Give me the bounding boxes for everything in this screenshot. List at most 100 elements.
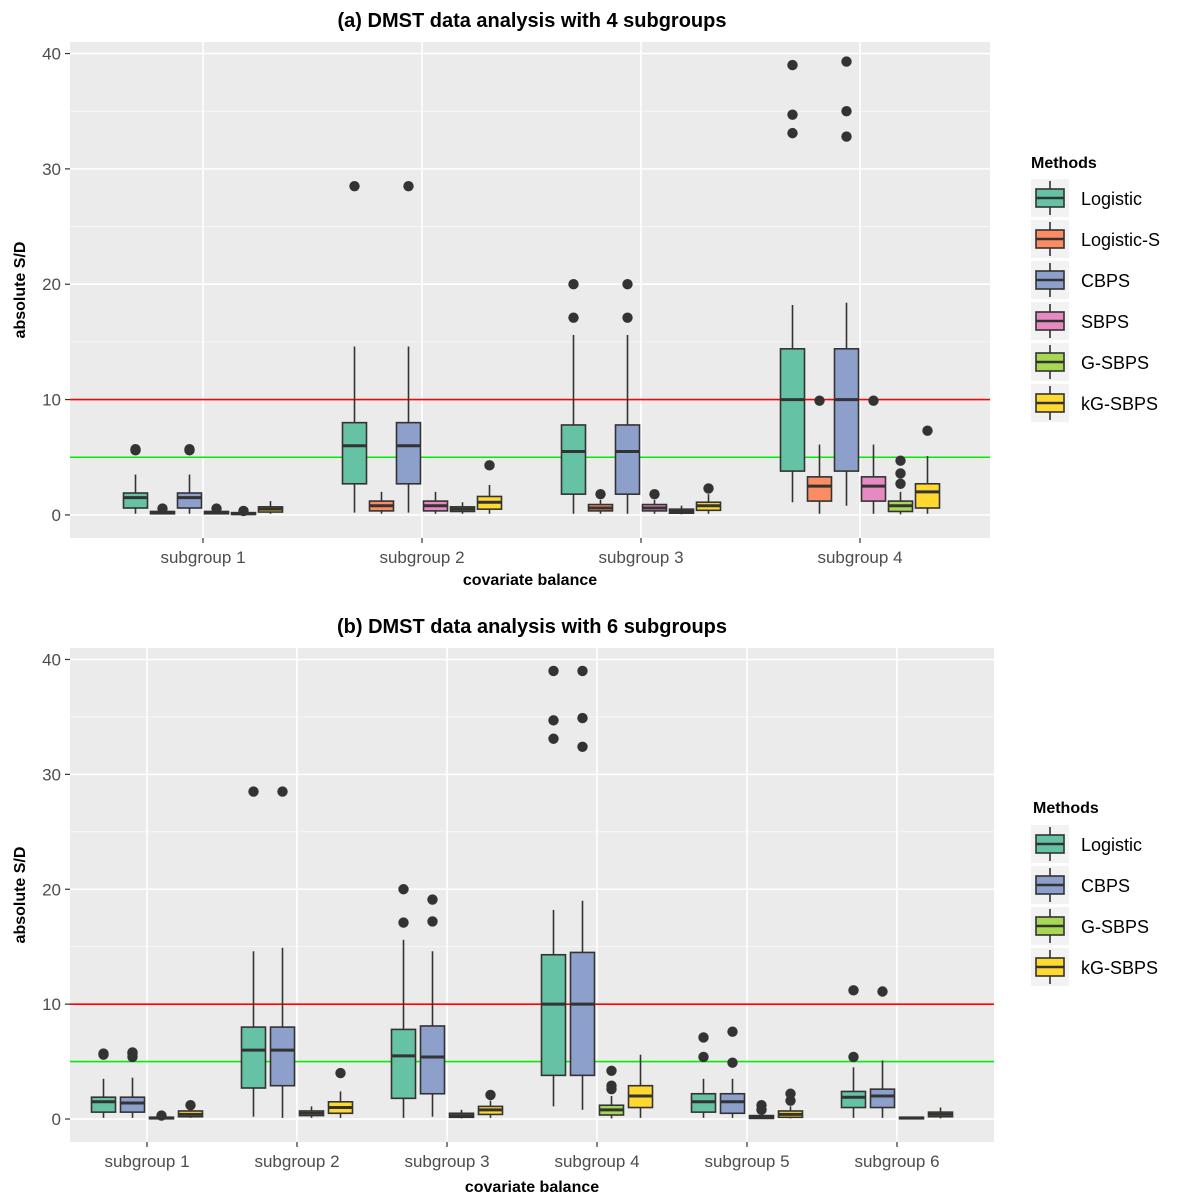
chart-b-ytick-label-40: 40 [42, 650, 61, 669]
chart-a-plot: 0 10 20 30 40 subgroup 1 subgroup 2 subgroup 3 s… [42, 42, 990, 567]
chart-a-logistic-subgroup-4-box [779, 348, 806, 472]
chart-b-cbps-subgroup-5-outlier-1 [727, 1026, 738, 1037]
chart-a-legend-logistic-label: Logistic [1081, 189, 1142, 209]
chart-b-cbps-subgroup-1-outlier-2 [127, 1047, 138, 1058]
chart-b-logistic-subgroup-2-outlier-0 [248, 786, 259, 797]
chart-b-cbps-subgroup-1-box [119, 1096, 146, 1113]
chart-b-legend-title: Methods [1033, 800, 1099, 817]
chart-b-cbps-subgroup-3-outlier-1 [427, 894, 438, 905]
chart-a-g-sbps-subgroup-4-outlier-0 [895, 478, 906, 489]
chart-a-logistic-subgroup-3-outlier-1 [568, 279, 579, 290]
chart-a-logistic-s-subgroup-4-box [806, 476, 833, 502]
chart-a: (a) DMST data analysis with 4 subgroups … [12, 10, 1160, 589]
chart-b-logistic-subgroup-4-outlier-2 [548, 665, 559, 677]
chart-a-ytick-label-20: 20 [42, 275, 61, 294]
chart-a-legend: Logistic Logistic-S CBPS SBPS G-SBPS kG-SBPS [1031, 179, 1160, 422]
chart-b-cbps-subgroup-6-box [869, 1088, 896, 1109]
chart-a-sbps-subgroup-4-outlier-0 [868, 395, 879, 406]
chart-b-cbps-subgroup-5-outlier-0 [727, 1057, 738, 1068]
chart-b-legend-logistic-label: Logistic [1081, 835, 1142, 855]
chart-b: (b) DMST data analysis with 6 subgroups … [12, 616, 1158, 1196]
chart-b-xtick-label-subgroup-1: subgroup 1 [104, 1152, 189, 1171]
chart-b-xlabel: covariate balance [465, 1179, 599, 1196]
chart-a-legend-g-sbps-label: G-SBPS [1081, 353, 1149, 373]
chart-b-xtick-label-subgroup-4: subgroup 4 [554, 1152, 639, 1171]
chart-a-g-sbps-subgroup-4-outlier-1 [895, 468, 906, 479]
chart-a-sbps-subgroup-4-box [860, 476, 887, 502]
chart-b-cbps-subgroup-4-outlier-1 [577, 712, 588, 724]
chart-b-logistic-subgroup-5-outlier-1 [698, 1032, 709, 1043]
chart-a-logistic-subgroup-3-box [560, 424, 587, 495]
chart-b-xtick-label-subgroup-6: subgroup 6 [854, 1152, 939, 1171]
chart-a-logistic-s-subgroup-4-outlier-0 [814, 395, 825, 406]
chart-a-cbps-subgroup-4-box [833, 348, 860, 472]
chart-a-ytick-label-10: 10 [42, 391, 61, 410]
chart-b-xtick-label-subgroup-2: subgroup 2 [254, 1152, 339, 1171]
chart-b-cbps-subgroup-3-outlier-0 [427, 916, 438, 927]
chart-a-kg-sbps-subgroup-3-outlier-0 [703, 483, 714, 494]
chart-a-cbps-subgroup-3-outlier-0 [622, 312, 633, 323]
chart-a-xtick-label-subgroup-2: subgroup 2 [379, 548, 464, 567]
chart-a-cbps-subgroup-4-outlier-0 [841, 131, 852, 142]
chart-b-logistic-subgroup-4-box [540, 953, 567, 1077]
chart-a-legend-logistic-s-label: Logistic-S [1081, 230, 1160, 250]
chart-b-ytick-label-20: 20 [42, 880, 61, 899]
chart-b-kg-sbps-subgroup-5-outlier-1 [785, 1088, 796, 1099]
chart-b-logistic-subgroup-4-outlier-1 [548, 715, 559, 726]
chart-a-ytick-label-0: 0 [52, 506, 61, 525]
chart-b-logistic-subgroup-1-box [90, 1096, 117, 1113]
chart-b-xtick-label-subgroup-5: subgroup 5 [704, 1152, 789, 1171]
chart-b-logistic-subgroup-3-box [390, 1028, 417, 1100]
chart-a-logistic-s-subgroup-1-outlier-0 [157, 503, 168, 514]
chart-b-g-sbps-subgroup-4-outlier-1 [606, 1080, 617, 1091]
chart-a-logistic-subgroup-4-outlier-2 [787, 59, 798, 71]
chart-a-cbps-subgroup-3-box [614, 424, 641, 495]
chart-b-legend: Logistic CBPS G-SBPS kG-SBPS [1031, 825, 1158, 986]
chart-b-legend-kg-sbps-label: kG-SBPS [1081, 958, 1158, 978]
chart-a-kg-sbps-subgroup-4-outlier-0 [922, 425, 933, 436]
chart-b-xtick-label-subgroup-3: subgroup 3 [404, 1152, 489, 1171]
chart-b-kg-sbps-subgroup-2-outlier-0 [335, 1067, 346, 1079]
chart-a-legend-cbps-label: CBPS [1081, 271, 1130, 291]
chart-b-logistic-subgroup-1-outlier-1 [98, 1048, 109, 1059]
chart-a-cbps-subgroup-2-outlier-0 [403, 180, 414, 192]
chart-a-logistic-subgroup-4-outlier-0 [787, 127, 798, 139]
chart-b-cbps-subgroup-3-box [419, 1025, 446, 1095]
chart-a-title: (a) DMST data analysis with 4 subgroups [338, 10, 727, 32]
chart-a-logistic-subgroup-2-box [341, 421, 368, 485]
chart-b-title: (b) DMST data analysis with 6 subgroups [337, 616, 727, 638]
chart-a-kg-sbps-subgroup-4-box [914, 482, 941, 509]
chart-a-ytick-label-30: 30 [42, 160, 61, 179]
chart-b-cbps-subgroup-4-outlier-2 [577, 665, 588, 677]
chart-b-logistic-subgroup-5-outlier-0 [698, 1051, 709, 1063]
chart-b-cbps-subgroup-6-outlier-0 [877, 986, 888, 997]
chart-b-logistic-subgroup-3-outlier-1 [398, 884, 409, 895]
chart-a-cbps-subgroup-4-outlier-1 [841, 106, 852, 117]
chart-b-logistic-subgroup-6-box [840, 1090, 867, 1109]
chart-b-ylabel: absolute S/D [12, 847, 29, 944]
chart-b-ytick-label-30: 30 [42, 765, 61, 784]
chart-a-legend-title: Methods [1031, 155, 1097, 172]
chart-b-kg-sbps-subgroup-3-outlier-0 [485, 1089, 496, 1101]
chart-b-logistic-subgroup-6-outlier-0 [848, 1051, 859, 1063]
chart-a-legend-kg-sbps-label: kG-SBPS [1081, 394, 1158, 414]
chart-b-logistic-subgroup-4-outlier-0 [548, 733, 559, 744]
chart-b-legend-g-sbps-label: G-SBPS [1081, 917, 1149, 937]
chart-a-g-sbps-subgroup-4-outlier-2 [895, 455, 906, 466]
chart-b-logistic-subgroup-3-outlier-0 [398, 917, 409, 928]
chart-a-xtick-label-subgroup-3: subgroup 3 [598, 548, 683, 567]
chart-a-xtick-label-subgroup-4: subgroup 4 [817, 548, 902, 567]
chart-b-g-sbps-subgroup-1-outlier-0 [156, 1110, 167, 1121]
chart-a-sbps-subgroup-3-outlier-0 [649, 488, 660, 500]
chart-a-kg-sbps-subgroup-2-outlier-0 [484, 460, 495, 471]
chart-b-logistic-subgroup-6-outlier-1 [848, 985, 859, 996]
chart-a-xtick-label-subgroup-1: subgroup 1 [160, 548, 245, 567]
chart-b-cbps-subgroup-4-outlier-0 [577, 741, 588, 752]
chart-b-cbps-subgroup-5-box [719, 1092, 746, 1115]
chart-b-legend-cbps-label: CBPS [1081, 876, 1130, 896]
chart-a-g-sbps-subgroup-1-outlier-0 [238, 505, 249, 517]
chart-b-logistic-subgroup-2-box [240, 1026, 267, 1089]
chart-a-logistic-s-subgroup-3-outlier-0 [595, 488, 606, 500]
chart-a-logistic-subgroup-2-outlier-0 [349, 180, 360, 192]
